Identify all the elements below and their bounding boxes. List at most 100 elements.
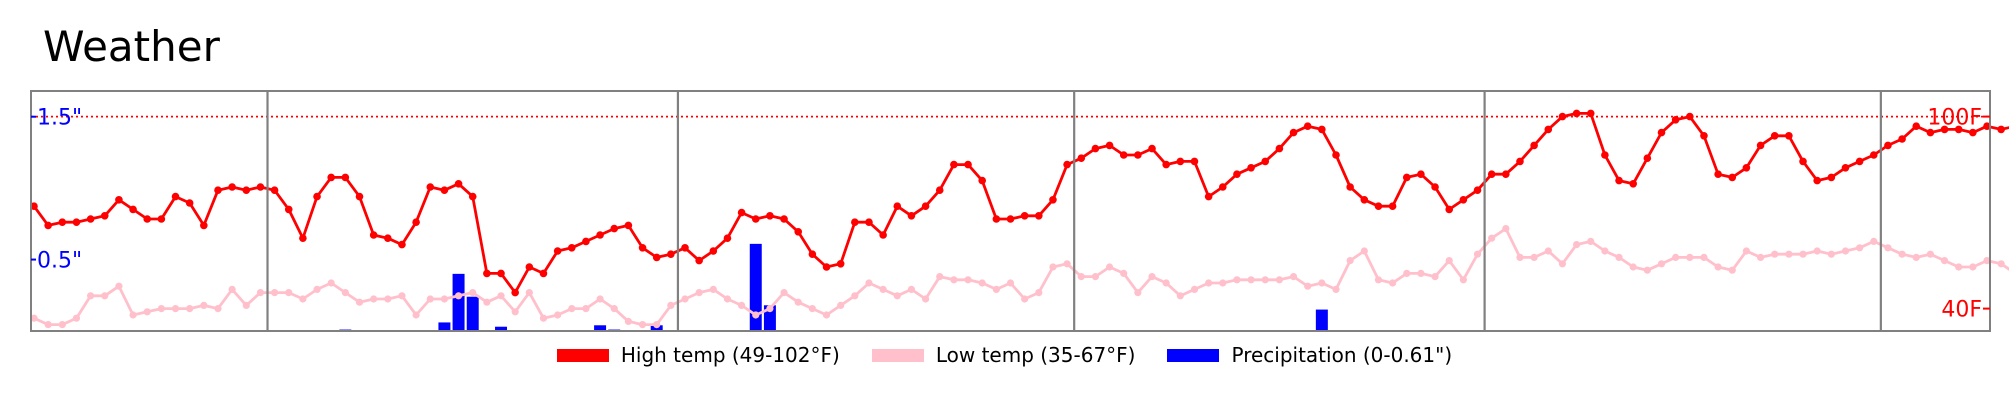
high-temp-point [638, 244, 647, 252]
high-temp-point [865, 218, 873, 226]
low-temp-point [1530, 253, 1538, 261]
high-temp-point [1049, 196, 1057, 204]
legend-swatch-low [871, 348, 924, 362]
high-temp-point [935, 186, 944, 194]
low-temp-point [1120, 269, 1128, 277]
low-temp-point [822, 311, 831, 319]
low-temp-point [157, 305, 165, 313]
high-temp-point [299, 234, 307, 242]
high-temp-point [1799, 157, 1807, 166]
legend-label-precip: Precipitation (0-0.61") [1231, 343, 1453, 367]
low-temp-point [370, 295, 378, 303]
low-temp-point [1502, 225, 1510, 233]
low-temp-point [1091, 273, 1100, 281]
high-temp-point [1190, 157, 1199, 166]
page-title: Weather [43, 22, 220, 71]
high-temp-point [440, 186, 449, 194]
low-temp-point [30, 314, 38, 322]
low-temp-point [1261, 276, 1269, 284]
high-temp-point [1402, 173, 1411, 182]
high-temp-point [468, 192, 477, 201]
low-temp-point [653, 321, 661, 329]
high-temp-point [483, 269, 491, 278]
low-temp-point [1049, 263, 1057, 271]
high-temp-point [284, 205, 293, 214]
high-temp-point [893, 202, 902, 210]
low-temp-point [469, 289, 477, 297]
high-temp-point [950, 160, 958, 169]
low-temp-point [582, 305, 590, 313]
low-temp-point [638, 321, 647, 329]
low-temp-point [1799, 250, 1807, 258]
low-temp-point [837, 301, 845, 309]
high-temp-point [200, 221, 208, 230]
high-temp-point [1459, 196, 1468, 204]
high-temp-point [921, 202, 930, 210]
low-temp-point [398, 292, 406, 300]
low-temp-point [1318, 279, 1326, 287]
low-temp-point [1488, 234, 1496, 242]
high-temp-point [723, 234, 732, 242]
legend: High temp (49-102°F) Low temp (35-67°F) … [0, 343, 2009, 367]
low-temp-point [1148, 273, 1156, 281]
low-temp-point [978, 279, 986, 287]
high-temp-point [143, 215, 152, 223]
precip-bar [495, 326, 508, 331]
high-temp-point [171, 192, 180, 201]
high-temp-point [256, 183, 265, 191]
low-temp-point [1332, 285, 1340, 293]
low-temp-point [1035, 289, 1043, 297]
low-temp-point [384, 295, 392, 303]
low-temp-point [1021, 295, 1029, 303]
high-temp-point [30, 202, 38, 210]
low-temp-point [1346, 257, 1354, 265]
precip-bar [452, 273, 465, 331]
high-temp-point [907, 212, 916, 220]
low-temp-point [1233, 276, 1241, 284]
high-temp-point [681, 244, 689, 252]
high-temp-point [426, 183, 435, 191]
high-temp-point [1572, 109, 1581, 118]
low-temp-point [1912, 253, 1920, 261]
low-temp-point [440, 295, 449, 303]
low-temp-point [483, 298, 491, 306]
low-temp-point [1544, 247, 1552, 255]
high-temp-point [1374, 202, 1383, 210]
high-temp-point [497, 269, 505, 278]
low-temp-point [1162, 279, 1170, 287]
low-temp-point [950, 276, 958, 284]
low-temp-point [1870, 237, 1878, 245]
low-temp-point [1700, 253, 1708, 261]
low-temp-point [1813, 247, 1821, 255]
low-temp-point [1459, 276, 1467, 284]
high-temp-point [1091, 144, 1100, 153]
high-temp-point [511, 288, 519, 297]
high-temp-point [1785, 132, 1793, 140]
high-temp-point [1686, 112, 1694, 121]
low-temp-point [1884, 244, 1892, 252]
low-temp-point [780, 289, 788, 297]
high-temp-point [1912, 122, 1921, 130]
high-temp-point [1275, 144, 1284, 153]
low-temp-point [992, 285, 1000, 293]
high-temp-point [1388, 202, 1397, 210]
low-temp-point [200, 301, 208, 309]
low-temp-point [865, 279, 873, 287]
high-temp-point [313, 192, 321, 201]
high-temp-point [1884, 141, 1892, 150]
low-temp-point [454, 292, 463, 300]
high-temp-point [355, 192, 364, 201]
high-temp-point [1700, 132, 1708, 140]
high-temp-point [1558, 112, 1567, 121]
high-temp-point [1063, 160, 1071, 169]
high-temp-point [398, 240, 406, 249]
high-temp-point [978, 176, 986, 185]
high-temp-point [836, 260, 845, 268]
low-temp-point [143, 308, 151, 316]
low-temp-point [1940, 257, 1949, 265]
high-temp-point [1346, 183, 1354, 191]
low-temp-point [214, 305, 222, 313]
low-temp-point [1304, 282, 1312, 290]
low-temp-point [1714, 263, 1722, 271]
